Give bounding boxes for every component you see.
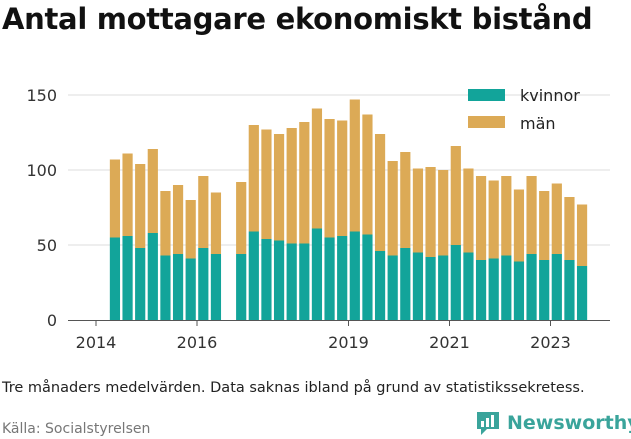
bar-kvinnor (349, 231, 360, 320)
bar-kvinnor (109, 237, 121, 320)
bar-man (286, 128, 297, 244)
y-tick-label: 150 (26, 86, 57, 105)
chart-title: Antal mottagare ekonomiskt bistånd (2, 2, 593, 36)
bar-man (248, 125, 259, 232)
bar-man (337, 120, 348, 236)
bar-man (526, 176, 537, 254)
bar-man (172, 185, 184, 254)
legend-label-man: män (520, 114, 556, 133)
bar-kvinnor (463, 252, 474, 320)
stacked-bar-chart: 0 50 100 150 2014 2016 2019 2021 2023 kvinnor m… (26, 86, 610, 352)
bar-kvinnor (513, 261, 525, 320)
bar-kvinnor (210, 254, 222, 320)
bar-kvinnor (501, 255, 512, 320)
bar-man (273, 134, 285, 241)
bar-man (450, 146, 461, 245)
bar-kvinnor (488, 258, 499, 320)
bar-kvinnor (362, 234, 373, 320)
bar-kvinnor (564, 260, 575, 320)
bar-kvinnor (539, 260, 550, 320)
bar-kvinnor (337, 236, 348, 320)
bar-kvinnor (198, 248, 209, 320)
bar-kvinnor (122, 236, 133, 320)
bar-man (488, 180, 499, 259)
x-tick-label: 2016 (177, 333, 218, 352)
bar-kvinnor (450, 245, 461, 320)
bar-kvinnor (400, 248, 411, 320)
bar-man (109, 159, 121, 238)
bar-man (412, 168, 424, 253)
bar-kvinnor (286, 243, 297, 320)
bar-man (147, 149, 158, 233)
bar-man (185, 200, 196, 259)
bar-man (261, 129, 272, 239)
bar-man (551, 183, 562, 254)
bars (109, 99, 588, 320)
x-tick-label: 2014 (76, 333, 117, 352)
bar-man (299, 122, 310, 244)
bar-man (539, 191, 550, 260)
bar-kvinnor (273, 240, 285, 320)
x-tick-label: 2021 (429, 333, 470, 352)
bar-kvinnor (412, 252, 424, 320)
legend: kvinnor män (468, 86, 580, 133)
bar-kvinnor (311, 228, 323, 320)
bar-kvinnor (261, 239, 272, 320)
bar-man (198, 176, 209, 248)
bar-man (475, 176, 487, 260)
bar-kvinnor (236, 254, 247, 320)
y-tick-label: 50 (37, 236, 57, 255)
bar-kvinnor (425, 257, 436, 320)
brand-logo[interactable]: Newsworthy (475, 409, 631, 437)
x-tick-label: 2019 (328, 333, 369, 352)
bar-kvinnor (160, 255, 171, 320)
x-axis-ticks: 2014 2016 2019 2021 2023 (76, 320, 571, 352)
legend-label-kvinnor: kvinnor (520, 86, 580, 105)
bar-man (362, 114, 373, 235)
bar-kvinnor (438, 255, 449, 320)
bar-man (236, 182, 247, 254)
bar-man (463, 168, 474, 253)
x-tick-label: 2023 (530, 333, 571, 352)
bar-man (122, 153, 133, 236)
bar-kvinnor (551, 254, 562, 320)
bar-kvinnor (387, 255, 398, 320)
bar-kvinnor (248, 231, 259, 320)
bar-kvinnor (147, 233, 158, 320)
bar-man (210, 192, 222, 254)
bar-man (374, 134, 386, 251)
bar-man (135, 164, 146, 248)
bar-kvinnor (172, 254, 184, 320)
bar-man (438, 170, 449, 256)
legend-swatch-man (468, 116, 505, 128)
bar-kvinnor (185, 258, 196, 320)
bar-kvinnor (526, 254, 537, 320)
bar-man (349, 99, 360, 232)
bar-man (387, 161, 398, 256)
bar-man (160, 191, 171, 256)
bar-kvinnor (576, 266, 588, 320)
chart-caption: Tre månaders medelvärden. Data saknas ib… (2, 380, 585, 396)
bar-man (501, 176, 512, 256)
bar-man (564, 197, 575, 260)
bar-kvinnor (324, 237, 335, 320)
brand-name: Newsworthy (507, 412, 631, 434)
bar-kvinnor (135, 248, 146, 320)
y-tick-label: 0 (47, 311, 57, 330)
y-tick-label: 100 (26, 161, 57, 180)
bar-man (513, 189, 525, 262)
y-axis-ticks: 0 50 100 150 (26, 86, 57, 330)
bar-man (425, 167, 436, 257)
bar-kvinnor (374, 251, 386, 320)
bar-man (576, 204, 588, 266)
bar-man (400, 152, 411, 248)
bar-kvinnor (475, 260, 487, 320)
bar-man (324, 119, 335, 238)
source-label: Källa: Socialstyrelsen (2, 421, 151, 437)
bar-man (311, 108, 323, 229)
newsworthy-logo-icon (477, 412, 499, 435)
legend-swatch-kvinnor (468, 89, 505, 101)
bar-kvinnor (299, 243, 310, 320)
